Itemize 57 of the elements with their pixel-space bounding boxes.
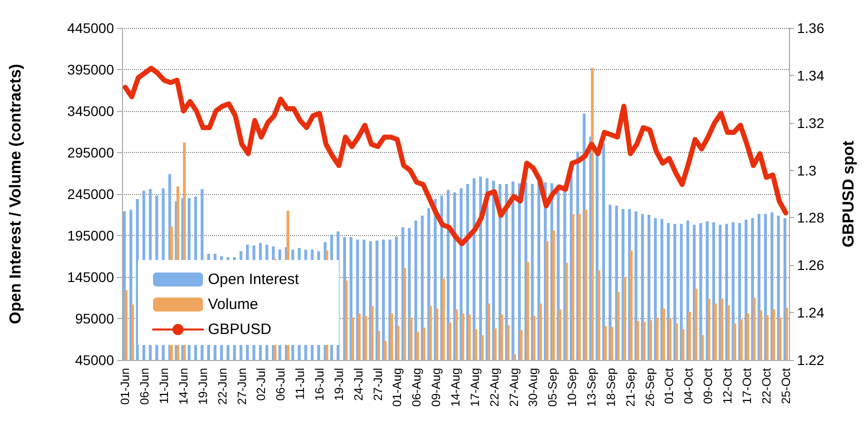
y-tick-label: 95000 [75,310,114,326]
x-tick-label: 12-Oct [720,367,734,404]
x-tick-label: 17-Oct [740,367,754,404]
legend-label: GBPUSD [208,321,272,338]
x-tick-label: 06-Jul [274,368,288,401]
x-tick-label: 19-Jun [196,368,210,405]
legend-label: Volume [208,296,258,313]
x-tick-label: 01-Aug [390,368,404,407]
x-tick-label: 21-Sep [623,368,638,407]
x-tick-label: 04-Oct [682,367,696,404]
x-tick-label: 06-Aug [410,368,424,407]
y2-tick-label: 1.26 [797,257,824,274]
x-tick-label: 06-Jun [138,368,152,405]
legend-label: Open Interest [208,271,300,288]
y-tick-label: 395000 [67,62,114,78]
x-tick-label: 24-Jul [351,368,366,401]
y2-tick-label: 1.28 [797,210,824,226]
x-tick-label: 16-Jul [312,368,327,401]
x-tick-label: 27-Jul [370,368,385,401]
x-tick-label: 19-Jul [332,368,346,401]
y2-tick-label: 1.22 [797,352,824,368]
x-tick-label: 22-Oct [759,367,774,404]
x-tick-label: 17-Aug [468,368,482,407]
x-tick-label: 27-Aug [506,368,521,407]
x-tick-label: 10-Sep [565,368,580,407]
x-tick-label: 22-Jun [215,368,230,405]
y-tick-label: 45000 [75,352,114,368]
x-tick-label: 01-Oct [662,367,676,404]
y-tick-label: 345000 [67,103,114,119]
y-tick-label: 445000 [67,20,114,36]
y-tick-label: 195000 [67,228,114,244]
y2-tick-label: 1.36 [797,20,824,36]
x-tick-label: 27-Jun [234,368,249,405]
x-tick-label: 09-Oct [701,367,716,404]
x-tick-label: 05-Sep [546,368,560,407]
y2-tick-label: 1.34 [797,67,824,84]
x-tick-label: 26-Sep [642,368,657,407]
x-tick-label: 09-Aug [429,368,444,407]
x-tick-label: 25-Oct [778,367,793,404]
y-tick-label: 245000 [67,186,114,202]
x-tick-label: 18-Sep [604,368,618,407]
x-tick-label: 22-Aug [487,368,502,407]
y2-tick-label: 1.32 [797,114,824,131]
y-tick-label: 295000 [67,144,114,160]
y2-axis-title: GBPUSD spot [840,140,858,248]
x-tick-label: 11-Jun [157,368,172,404]
x-tick-label: 11-Jul [293,368,308,400]
x-tick-label: 30-Aug [526,368,540,407]
y-axis-title: Open Interest / Volume (contracts) [8,64,24,324]
y-tick-label: 145000 [67,269,114,285]
y2-tick-label: 1.3 [797,162,817,178]
x-tick-label: 13-Sep [584,368,598,407]
x-tick-label: 14-Aug [448,368,462,407]
x-tick-label: 02-Jul [254,368,268,401]
x-tick-label: 01-Jun [118,368,132,405]
x-tick-label: 14-Jun [176,368,191,405]
y2-tick-label: 1.24 [797,304,824,321]
